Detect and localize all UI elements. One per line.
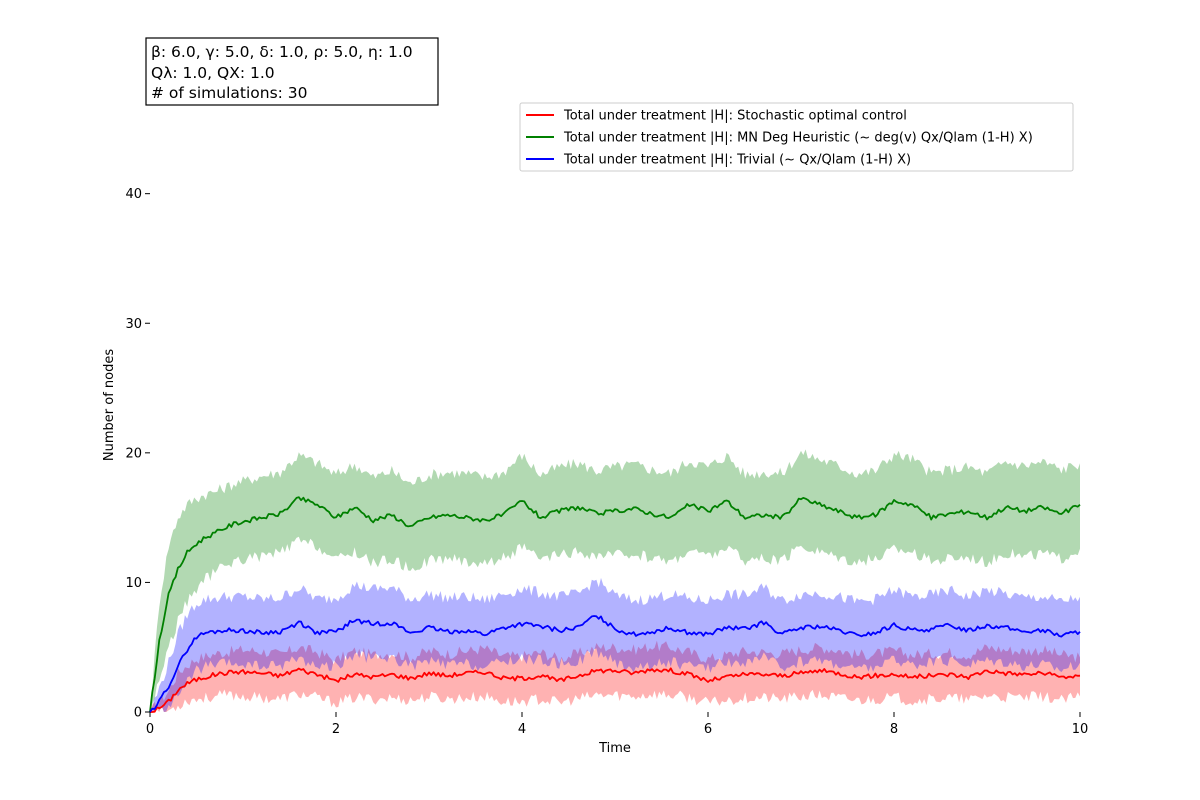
series-3-band bbox=[150, 577, 1080, 712]
plot-area bbox=[149, 449, 1081, 713]
parameter-info-box: β: 6.0, γ: 5.0, δ: 1.0, ρ: 5.0, η: 1.0 Q… bbox=[145, 37, 439, 106]
x-tick-label: 4 bbox=[518, 722, 526, 737]
legend-label-3: Total under treatment |H|: Trivial (~ Qx… bbox=[563, 153, 911, 168]
y-tick-label: 30 bbox=[125, 317, 142, 332]
info-box-frame bbox=[145, 37, 439, 106]
series-1-band bbox=[150, 640, 1080, 712]
y-tick-label: 10 bbox=[125, 576, 142, 591]
legend-label-1: Total under treatment |H|: Stochastic op… bbox=[563, 109, 907, 124]
x-tick-label: 8 bbox=[890, 722, 898, 737]
x-tick-label: 0 bbox=[146, 722, 154, 737]
x-tick-label: 10 bbox=[1072, 722, 1089, 737]
series-2-line bbox=[149, 496, 1081, 713]
y-axis-label: Number of nodes bbox=[102, 349, 117, 461]
y-tick-label: 20 bbox=[125, 446, 142, 461]
info-line-parameters: β: 6.0, γ: 5.0, δ: 1.0, ρ: 5.0, η: 1.0 bbox=[151, 43, 413, 61]
info-line-simulations: # of simulations: 30 bbox=[151, 84, 308, 102]
info-line-weights: Qλ: 1.0, QX: 1.0 bbox=[151, 64, 275, 82]
series-3-line bbox=[149, 615, 1081, 713]
x-tick-label: 6 bbox=[704, 722, 712, 737]
axes: Time Number of nodes 0 2 4 6 8 10 0 10 20 30 40 bbox=[102, 187, 1088, 756]
legend-label-2: Total under treatment |H|: MN Deg Heuris… bbox=[563, 131, 1033, 146]
series-1-line bbox=[150, 667, 1081, 713]
y-tick-label: 0 bbox=[134, 706, 142, 721]
y-tick-label: 40 bbox=[125, 187, 142, 202]
x-axis-label: Time bbox=[598, 741, 631, 756]
legend: Total under treatment |H|: Stochastic op… bbox=[519, 102, 1074, 172]
legend-frame bbox=[519, 102, 1074, 172]
legend-entries: Total under treatment |H|: Stochastic op… bbox=[526, 109, 1033, 168]
x-tick-label: 2 bbox=[332, 722, 340, 737]
